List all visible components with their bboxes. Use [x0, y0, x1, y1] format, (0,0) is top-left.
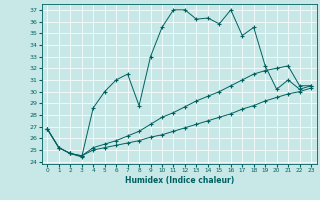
X-axis label: Humidex (Indice chaleur): Humidex (Indice chaleur) [124, 176, 234, 185]
